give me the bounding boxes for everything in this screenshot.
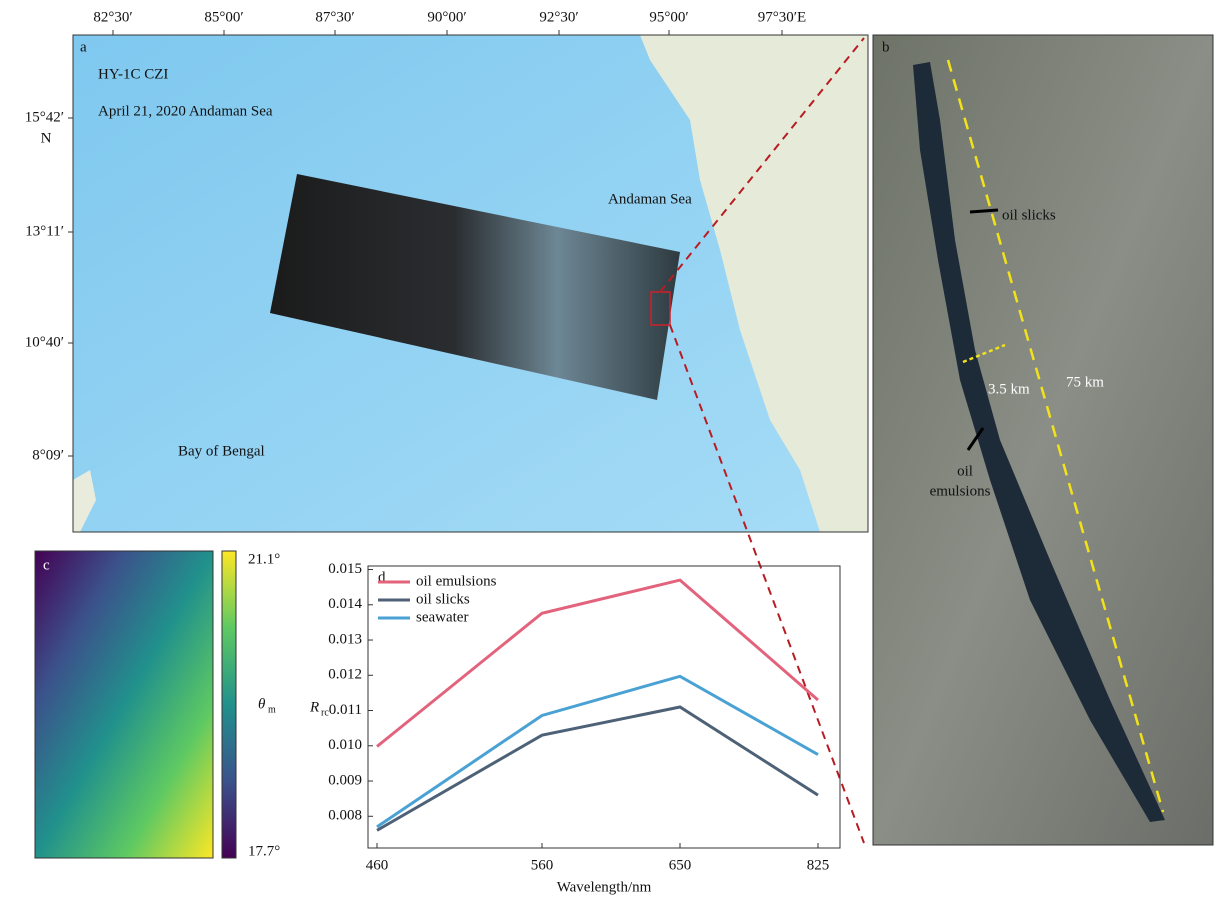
lon-label: 87°30′	[315, 9, 354, 25]
annotation: 3.5 km	[988, 381, 1030, 397]
annotation: oil	[957, 463, 973, 479]
x-tick-label: 825	[807, 857, 830, 873]
y-tick-label: 0.013	[328, 631, 362, 647]
annotation: April 21, 2020 Andaman Sea	[98, 103, 273, 119]
lon-label: 95°00′	[649, 9, 688, 25]
legend-label: oil emulsions	[416, 573, 497, 589]
x-axis-title: Wavelength/nm	[557, 879, 652, 895]
plot-frame	[368, 566, 840, 848]
y-tick-label: 0.011	[329, 702, 362, 718]
annotation: 75 km	[1066, 374, 1104, 390]
panel-label: a	[80, 39, 87, 55]
lon-label: 90°00′	[427, 9, 466, 25]
panel-label: c	[43, 557, 50, 573]
annotation: Andaman Sea	[608, 191, 692, 207]
lat-label: 8°09′	[32, 447, 64, 463]
lon-label: 97°30′E	[758, 9, 806, 25]
annotation: Bay of Bengal	[178, 443, 265, 459]
x-tick-label: 560	[531, 857, 554, 873]
lat-label: 13°11′	[25, 223, 64, 239]
lon-label: 92°30′	[539, 9, 578, 25]
y-tick-label: 0.014	[328, 596, 362, 612]
panel-a: a HY-1C CZI April 21, 2020 Andaman Sea A…	[41, 35, 868, 532]
y-tick-label: 0.015	[328, 561, 362, 577]
x-tick-label: 460	[366, 857, 389, 873]
y-axis-title: R	[309, 699, 319, 715]
annotation: emulsions	[930, 483, 991, 499]
lat-hemisphere: N	[41, 130, 52, 146]
lon-label: 85°00′	[204, 9, 243, 25]
panel-d: d Wavelength/nm R rc 0.0080.0090.0100.01…	[309, 561, 840, 895]
y-tick-label: 0.010	[328, 737, 362, 753]
series-line	[377, 707, 818, 830]
colorbar-min: 17.7°	[248, 843, 280, 859]
pointer	[970, 210, 998, 212]
colorbar-subscript: m	[268, 704, 276, 715]
y-tick-label: 0.008	[328, 808, 362, 824]
y-tick-label: 0.012	[328, 667, 362, 683]
colorbar	[222, 551, 236, 858]
colorbar-max: 21.1°	[248, 551, 280, 567]
legend-label: oil slicks	[416, 591, 470, 607]
lon-label: 82°30′	[93, 9, 132, 25]
x-tick-label: 650	[669, 857, 692, 873]
figure: a HY-1C CZI April 21, 2020 Andaman Sea A…	[0, 0, 1214, 904]
panel-b: b oil slicks 3.5 km 75 km oil emulsions	[873, 35, 1213, 845]
lat-label: 15°42′	[25, 109, 64, 125]
annotation: HY-1C CZI	[98, 66, 168, 82]
lat-label: 10°40′	[25, 334, 64, 350]
annotation: oil slicks	[1002, 207, 1056, 223]
colorbar-symbol: θ	[258, 696, 266, 712]
y-tick-label: 0.009	[328, 772, 362, 788]
panel-label: b	[882, 39, 890, 55]
panel-c: c 21.1° 17.7° θ m	[35, 551, 280, 859]
angle-map	[35, 551, 213, 858]
legend-label: seawater	[416, 609, 468, 625]
